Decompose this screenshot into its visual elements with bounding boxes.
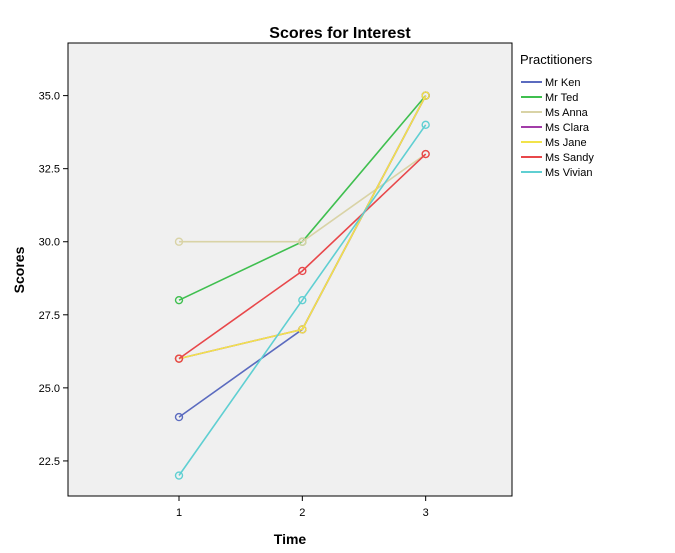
data-point: [298, 266, 307, 276]
legend-label: Ms Anna: [545, 107, 589, 119]
series-line: [178, 153, 427, 360]
y-tick-label: 32.5: [39, 164, 60, 176]
series-line: [178, 124, 427, 476]
legend-label: Mr Ken: [545, 77, 580, 89]
series-layer: [174, 91, 430, 480]
y-tick-label: 35.0: [39, 91, 60, 103]
legend-label: Mr Ted: [545, 92, 578, 104]
data-point: [174, 412, 184, 422]
y-axis: 22.5 25.0 27.5 30.0 32.5 35.0: [39, 91, 68, 468]
x-tick-label: 2: [299, 507, 305, 519]
data-point: [174, 471, 184, 480]
y-axis-label: Scores: [11, 246, 27, 293]
data-point: [298, 295, 307, 305]
series-line: [178, 95, 427, 360]
data-point: [174, 295, 184, 305]
data-point: [421, 149, 430, 159]
x-axis: 1 2 3: [176, 496, 429, 519]
data-point: [298, 237, 307, 246]
y-tick-label: 30.0: [39, 237, 60, 249]
x-tick-label: 1: [176, 507, 182, 519]
chart-title: Scores for Interest: [269, 25, 411, 42]
data-point: [174, 237, 184, 246]
legend: Practitioners Mr Ken Mr Ted Ms Anna Ms Clar…: [520, 52, 594, 179]
x-axis-label: Time: [274, 531, 307, 547]
series-ms-sandy: [174, 149, 430, 363]
data-point: [174, 354, 184, 363]
data-point: [298, 325, 307, 334]
legend-title: Practitioners: [520, 52, 593, 67]
x-tick-label: 3: [423, 507, 429, 519]
legend-label: Ms Jane: [545, 137, 587, 149]
data-point: [421, 91, 430, 100]
series-ms-vivian: [174, 120, 430, 480]
data-point: [421, 120, 430, 130]
legend-label: Ms Sandy: [545, 152, 594, 164]
y-tick-label: 25.0: [39, 383, 60, 395]
legend-label: Ms Vivian: [545, 167, 592, 179]
y-tick-label: 22.5: [39, 456, 60, 468]
legend-label: Ms Clara: [545, 122, 590, 134]
y-tick-label: 27.5: [39, 310, 60, 322]
plot-area: [67, 42, 513, 497]
